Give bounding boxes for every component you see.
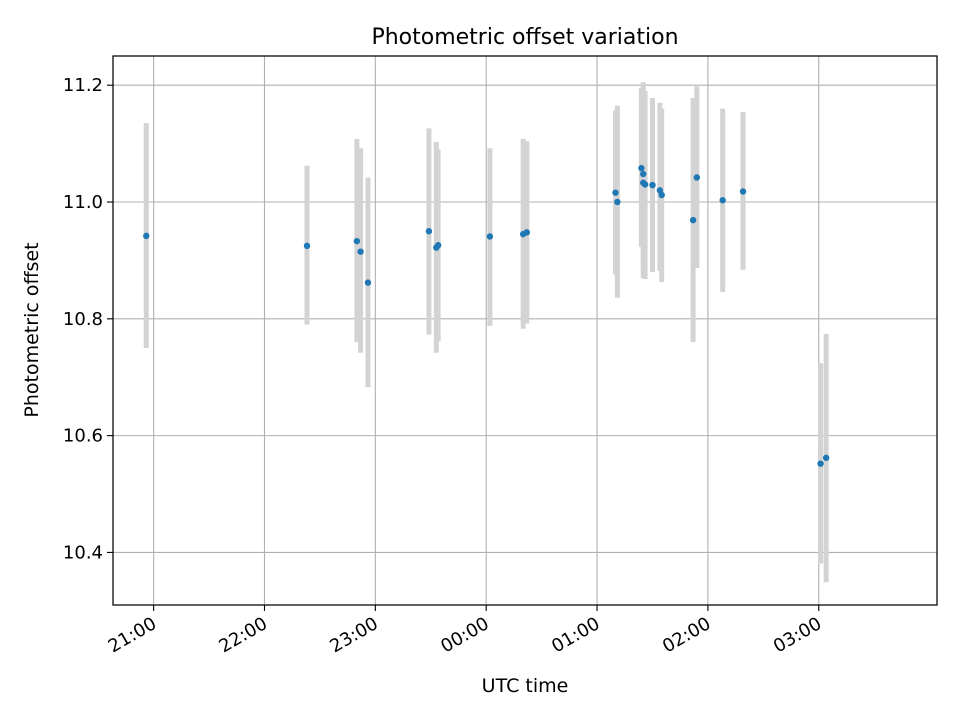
x-tick-label: 03:00 — [770, 613, 825, 657]
plot-grid — [113, 56, 937, 605]
x-tick-label: 22:00 — [216, 613, 271, 657]
data-point — [357, 248, 364, 255]
data-point — [638, 164, 645, 172]
plot-frame — [112, 55, 938, 606]
x-tick-label: 00:00 — [437, 613, 492, 657]
data-point — [364, 279, 372, 286]
y-tick-label: 10.4 — [63, 542, 103, 563]
data-point — [719, 197, 726, 204]
y-axis-label: Photometric offset — [21, 242, 43, 417]
data-point — [640, 170, 647, 178]
data-point — [739, 188, 747, 195]
data-point — [434, 242, 442, 249]
y-tick-label: 11.0 — [63, 192, 103, 213]
data-point — [143, 232, 150, 240]
y-tick-label: 11.2 — [63, 75, 103, 96]
data-point — [353, 237, 361, 245]
x-tick-label: 23:00 — [326, 613, 381, 657]
y-axis: 10.4 10.6 10.8 11.0 11.2 — [63, 75, 113, 563]
data-point — [693, 174, 701, 181]
data-point — [822, 454, 830, 462]
plot-points — [143, 164, 830, 467]
y-tick-label: 10.6 — [63, 426, 103, 447]
data-point — [614, 198, 621, 206]
data-point — [689, 216, 697, 224]
data-point — [649, 181, 656, 189]
x-axis: 21:00 22:00 23:00 00:00 01:00 02:00 03:00 — [105, 605, 825, 657]
data-point — [817, 460, 824, 467]
data-point — [486, 233, 494, 240]
y-tick-label: 10.8 — [63, 309, 103, 330]
x-tick-label: 21:00 — [105, 613, 160, 657]
x-tick-label: 01:00 — [548, 613, 603, 657]
data-point — [303, 242, 311, 250]
data-point — [425, 228, 433, 235]
x-tick-label: 02:00 — [659, 613, 714, 657]
data-point — [641, 181, 649, 188]
data-point — [523, 229, 531, 236]
x-axis-label: UTC time — [482, 675, 569, 697]
chart-title: Photometric offset variation — [371, 25, 678, 50]
data-point — [658, 191, 665, 199]
data-point — [612, 189, 619, 196]
